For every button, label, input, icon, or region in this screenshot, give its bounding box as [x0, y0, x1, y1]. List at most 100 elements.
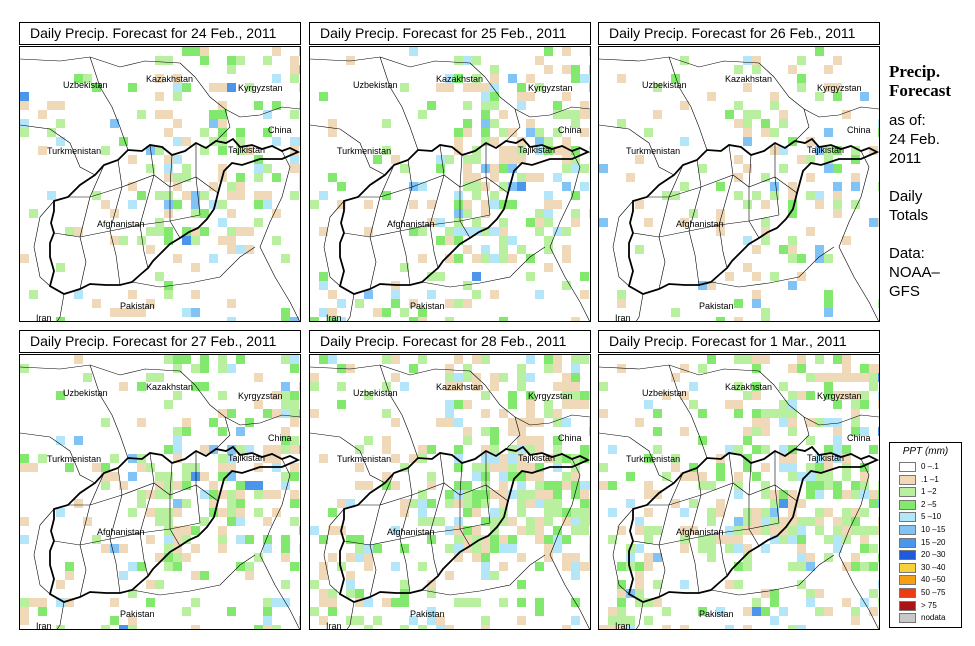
precip-cell — [752, 409, 761, 418]
precip-cell — [128, 562, 137, 571]
precip-cell — [851, 517, 860, 526]
precip-cell — [391, 526, 400, 535]
precip-cell — [571, 373, 580, 382]
precip-cell — [418, 355, 427, 364]
precip-cell — [707, 517, 716, 526]
precip-cell — [427, 472, 436, 481]
precip-cell — [797, 625, 806, 629]
precip-cell — [689, 382, 698, 391]
precip-cell — [680, 101, 689, 110]
precip-cell — [281, 535, 290, 544]
precip-cell — [571, 400, 580, 409]
afghanistan-border — [338, 445, 590, 603]
precip-map: Uzbekistan Kazakhstan Kyrgyzstan China Turkm… — [19, 46, 301, 322]
precip-cell — [254, 508, 263, 517]
precip-cell — [770, 92, 779, 101]
precip-cell — [589, 517, 590, 526]
precip-cell — [155, 56, 164, 65]
precip-cell — [589, 544, 590, 553]
precip-cell — [815, 481, 824, 490]
precip-cell — [427, 616, 436, 625]
precip-cell — [254, 490, 263, 499]
precip-cell — [743, 427, 752, 436]
precip-cell — [101, 625, 110, 629]
precip-cell — [290, 418, 299, 427]
precip-cell — [752, 427, 761, 436]
province-border — [774, 451, 780, 524]
precip-cell — [481, 110, 490, 119]
precip-cell — [833, 400, 842, 409]
precip-cell — [272, 101, 281, 110]
country-border — [346, 601, 355, 629]
precip-cell — [860, 92, 869, 101]
map-label-india: India — [254, 628, 274, 629]
precip-cell — [200, 209, 209, 218]
precip-cell — [761, 607, 770, 616]
precip-cell — [454, 227, 463, 236]
precip-cell — [770, 128, 779, 137]
country-border — [635, 293, 644, 321]
precip-cell — [761, 445, 770, 454]
precip-cell — [173, 553, 182, 562]
province-border — [343, 522, 491, 546]
country-border — [758, 370, 879, 426]
precip-cell — [842, 373, 851, 382]
precip-cell — [544, 553, 553, 562]
precip-cell — [436, 517, 445, 526]
precip-cell — [869, 373, 878, 382]
precip-cell — [310, 580, 319, 589]
precip-cell — [173, 173, 182, 182]
precip-cell — [517, 364, 526, 373]
precip-cell — [128, 290, 137, 299]
precip-cell — [716, 508, 725, 517]
precip-cell — [436, 236, 445, 245]
precip-cell — [281, 544, 290, 553]
precip-cell — [400, 463, 409, 472]
precip-cell — [110, 236, 119, 245]
map-label-china: China — [847, 433, 871, 443]
precip-cell — [562, 481, 571, 490]
precip-cell — [833, 209, 842, 218]
precip-cell — [752, 110, 761, 119]
precip-cell — [797, 74, 806, 83]
precip-cell — [200, 445, 209, 454]
precip-cell — [254, 218, 263, 227]
precip-cell — [517, 173, 526, 182]
map-label-uzbekistan: Uzbekistan — [353, 80, 398, 90]
precip-cell — [263, 110, 272, 119]
country-border — [215, 108, 231, 142]
precip-cell — [481, 245, 490, 254]
precip-cell — [319, 598, 328, 607]
precip-cell — [517, 445, 526, 454]
precip-cell — [245, 418, 254, 427]
precip-cell — [56, 263, 65, 272]
precip-cell — [290, 317, 299, 321]
province-border — [109, 538, 121, 594]
precip-cell — [842, 472, 851, 481]
precip-cell — [770, 272, 779, 281]
country-border — [505, 416, 521, 450]
precip-cell — [734, 472, 743, 481]
precip-cell — [173, 562, 182, 571]
precip-cell — [671, 373, 680, 382]
precip-cell — [571, 553, 580, 562]
precip-cell — [281, 391, 290, 400]
precip-cell — [752, 272, 761, 281]
precip-cell — [319, 562, 328, 571]
precip-cell — [382, 436, 391, 445]
precip-cell — [589, 508, 590, 517]
precip-cell — [299, 137, 300, 146]
precip-cell — [571, 74, 580, 83]
province-border — [79, 236, 87, 290]
precip-cell — [580, 490, 589, 499]
precip-cell — [400, 164, 409, 173]
precip-cell — [499, 373, 508, 382]
precip-cell — [299, 65, 300, 74]
precip-cell — [200, 382, 209, 391]
precip-cell — [20, 128, 29, 137]
precip-cell — [526, 436, 535, 445]
precip-cell — [290, 74, 299, 83]
precip-cell — [227, 364, 236, 373]
precip-cell — [454, 218, 463, 227]
precip-cell — [526, 128, 535, 137]
